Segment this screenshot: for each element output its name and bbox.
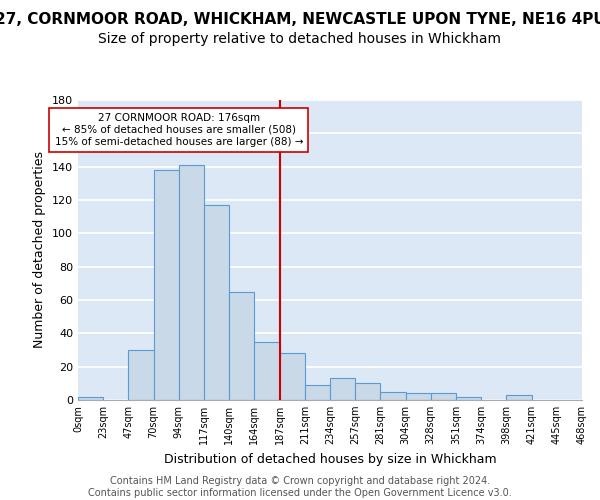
Bar [128, 350, 154, 400]
Bar [406, 394, 431, 400]
Text: Contains HM Land Registry data © Crown copyright and database right 2024.
Contai: Contains HM Land Registry data © Crown c… [88, 476, 512, 498]
Text: 27 CORNMOOR ROAD: 176sqm
← 85% of detached houses are smaller (508)
15% of semi-: 27 CORNMOOR ROAD: 176sqm ← 85% of detach… [55, 114, 303, 146]
Bar [280, 354, 305, 400]
Bar [431, 394, 456, 400]
Bar [154, 170, 179, 400]
Bar [506, 395, 532, 400]
Bar [254, 342, 280, 400]
Bar [78, 396, 103, 400]
X-axis label: Distribution of detached houses by size in Whickham: Distribution of detached houses by size … [164, 452, 496, 466]
Bar [305, 385, 330, 400]
Bar [204, 205, 229, 400]
Bar [179, 165, 204, 400]
Text: Size of property relative to detached houses in Whickham: Size of property relative to detached ho… [98, 32, 502, 46]
Bar [229, 292, 254, 400]
Bar [355, 384, 380, 400]
Bar [380, 392, 406, 400]
Text: 27, CORNMOOR ROAD, WHICKHAM, NEWCASTLE UPON TYNE, NE16 4PU: 27, CORNMOOR ROAD, WHICKHAM, NEWCASTLE U… [0, 12, 600, 28]
Bar [330, 378, 355, 400]
Bar [456, 396, 481, 400]
Y-axis label: Number of detached properties: Number of detached properties [34, 152, 46, 348]
